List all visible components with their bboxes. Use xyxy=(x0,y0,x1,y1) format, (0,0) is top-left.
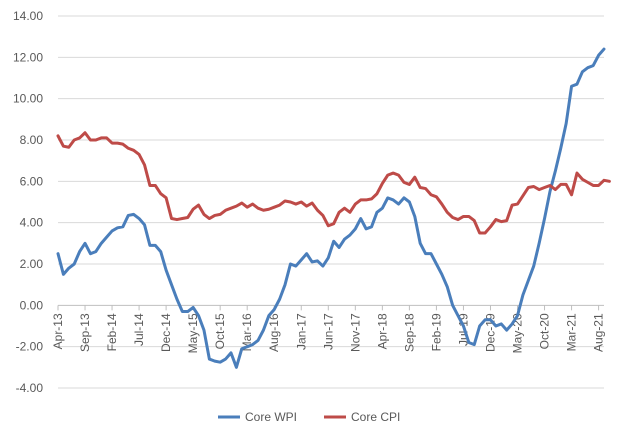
y-tick-label: -4.00 xyxy=(16,381,44,395)
legend-label: Core CPI xyxy=(351,410,400,424)
x-tick-label: Apr-13 xyxy=(51,313,65,349)
axes: -4.00 -2.00 0.00 2.00 4.00 6.00 8.00 10.00 12.00… xyxy=(13,9,606,395)
x-tick-label: Feb-14 xyxy=(105,313,119,351)
x-tick-label: Sep-18 xyxy=(402,313,416,352)
x-tick-label: Aug-21 xyxy=(592,313,606,352)
x-tick-label: Jul-14 xyxy=(132,313,146,346)
x-tick-label: May-15 xyxy=(186,313,200,353)
x-tick-label: Jan-17 xyxy=(294,313,308,350)
series-lines xyxy=(56,47,611,369)
y-tick-label: 8.00 xyxy=(20,133,44,147)
x-tick-label: Nov-17 xyxy=(348,313,362,352)
y-tick-label: 0.00 xyxy=(20,298,44,312)
y-tick-label: 4.00 xyxy=(20,216,44,230)
x-tick-label: May-20 xyxy=(511,313,525,353)
series-line-core-wpi xyxy=(56,47,606,369)
x-tick-label: Sep-13 xyxy=(78,313,92,352)
legend-label: Core WPI xyxy=(245,410,297,424)
y-tick-label: 6.00 xyxy=(20,174,44,188)
x-tick-label: Oct-20 xyxy=(538,313,552,349)
y-tick-label: -2.00 xyxy=(16,340,44,354)
x-tick-label: Mar-21 xyxy=(565,313,579,351)
x-tick-label: Oct-15 xyxy=(213,313,227,349)
y-tick-label: 2.00 xyxy=(20,257,44,271)
x-tick-label: Jun-17 xyxy=(321,313,335,350)
y-tick-label: 10.00 xyxy=(13,92,43,106)
x-tick-label: Mar-16 xyxy=(240,313,254,351)
y-tick-label: 14.00 xyxy=(13,9,43,23)
x-tick-label: Feb-19 xyxy=(429,313,443,351)
x-tick-label: Apr-18 xyxy=(375,313,389,349)
legend: Core WPI Core CPI xyxy=(218,410,400,424)
x-tick-label: Aug-16 xyxy=(267,313,281,352)
series-line-core-cpi xyxy=(56,131,611,235)
y-tick-label: 12.00 xyxy=(13,50,43,64)
x-tick-label: Dec-14 xyxy=(159,313,173,352)
